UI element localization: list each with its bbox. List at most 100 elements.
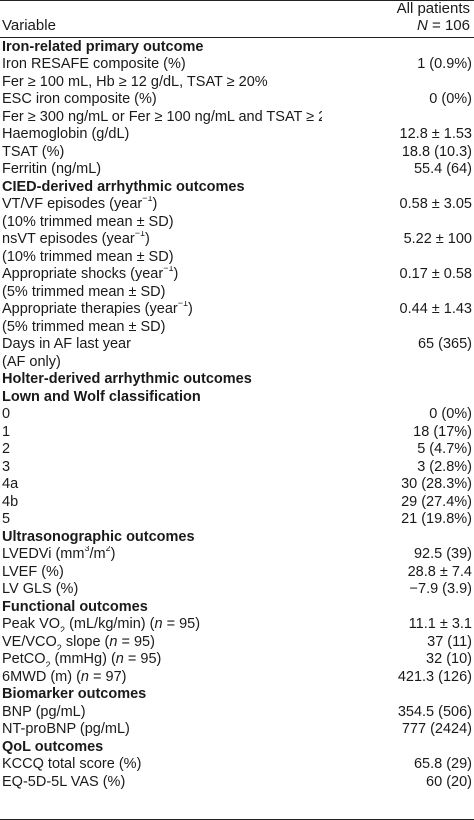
row-value: 37 (11) <box>427 633 472 650</box>
label-text: nsVT episodes (year <box>2 231 135 248</box>
section-heading-row: Biomarker outcomes <box>0 686 474 704</box>
row-label: nsVT episodes (year−1) <box>0 231 322 247</box>
table-row: EQ-5D-5L VAS (%) 60 (20) <box>0 773 474 791</box>
row-label: LV GLS (%) <box>0 581 322 597</box>
label-text: Biomarker outcomes <box>2 686 147 703</box>
table-row: (5% trimmed mean ± SD) <box>0 283 474 301</box>
table-row: VE/VCO2 slope (n = 95) 37 (11) <box>0 633 474 651</box>
label-text: Fer ≥ 300 ng/mL or Fer ≥ 100 ng/mL and T… <box>2 108 322 125</box>
row-label: 4b <box>0 494 322 510</box>
table-row: KCCQ total score (%) 65.8 (29) <box>0 756 474 774</box>
label-text-mid: /m <box>89 546 106 563</box>
label-italic: n <box>154 616 163 633</box>
section-heading-row: Lown and Wolf classification <box>0 388 474 406</box>
label-text-tail: = 95) <box>123 651 162 668</box>
row-value: 5 (4.7%) <box>417 441 472 458</box>
row-value: 0.58 ± 3.05 <box>399 196 472 213</box>
table-row: (5% trimmed mean ± SD) <box>0 318 474 336</box>
row-label: CIED-derived arrhythmic outcomes <box>0 179 322 195</box>
label-text-tail: = 95) <box>117 633 155 650</box>
n-prefix: N <box>417 17 428 34</box>
row-label: Appropriate shocks (year−1) <box>0 266 322 282</box>
row-label: Appropriate therapies (year−1) <box>0 301 322 317</box>
label-subscript: 2 <box>60 625 66 633</box>
row-label: QoL outcomes <box>0 739 322 755</box>
table-row: 4a 30 (28.3%) <box>0 476 474 494</box>
row-value: 0.44 ± 1.43 <box>399 301 472 318</box>
table-row: Appropriate therapies (year−1) 0.44 ± 1.4… <box>0 301 474 319</box>
table-row: 1 18 (17%) <box>0 423 474 441</box>
label-text: Ultrasonographic outcomes <box>2 528 195 545</box>
row-value: 60 (20) <box>426 773 472 790</box>
label-text: Peak VO <box>2 616 61 633</box>
row-label: Holter-derived arrhythmic outcomes <box>0 371 322 387</box>
table-row: BNP (pg/mL) 354.5 (506) <box>0 703 474 721</box>
label-text: (AF only) <box>2 353 61 370</box>
table-row: (10% trimmed mean ± SD) <box>0 248 474 266</box>
row-label: VE/VCO2 slope (n = 95) <box>0 634 322 650</box>
label-text-tail: ) <box>110 546 116 563</box>
label-text: QoL outcomes <box>2 738 104 755</box>
label-text: LVEDVi (mm <box>2 546 85 563</box>
label-text: Holter-derived arrhythmic outcomes <box>2 371 252 388</box>
table-row: 4b 29 (27.4%) <box>0 493 474 511</box>
group-label: All patients <box>396 0 470 17</box>
table-row: Appropriate shocks (year−1) 0.17 ± 0.58 <box>0 266 474 284</box>
section-heading-row: Ultrasonographic outcomes <box>0 528 474 546</box>
table-row: 2 5 (4.7%) <box>0 441 474 459</box>
row-value: 18.8 (10.3) <box>401 143 472 160</box>
row-label: 0 <box>0 406 322 422</box>
label-subscript: 2 <box>56 642 62 650</box>
label-superscript: −1 <box>134 231 145 239</box>
row-label: Days in AF last year <box>0 336 322 352</box>
table-row: TSAT (%) 18.8 (10.3) <box>0 143 474 161</box>
n-value: = 106 <box>427 17 470 34</box>
row-value: 29 (27.4%) <box>401 493 472 510</box>
label-text-tail: ) <box>187 301 193 318</box>
row-label: (10% trimmed mean ± SD) <box>0 249 322 265</box>
row-value: 28.8 ± 7.4 <box>407 563 472 580</box>
label-text: (5% trimmed mean ± SD) <box>2 283 166 300</box>
label-text: EQ-5D-5L VAS (%) <box>2 773 126 790</box>
row-label: Ferritin (ng/mL) <box>0 161 322 177</box>
row-value: 21 (19.8%) <box>401 511 472 528</box>
row-label: 1 <box>0 424 322 440</box>
row-value: −7.9 (3.9) <box>409 581 472 598</box>
row-label: LVEF (%) <box>0 564 322 580</box>
label-text: 6MWD (m) ( <box>2 668 81 685</box>
label-text: (5% trimmed mean ± SD) <box>2 318 166 335</box>
row-value: 1 (0.9%) <box>417 56 472 73</box>
row-label: PetCO2 (mmHg) (n = 95) <box>0 651 322 667</box>
label-text: Appropriate therapies (year <box>2 301 178 318</box>
row-label: Ultrasonographic outcomes <box>0 529 322 545</box>
label-text: LV GLS (%) <box>2 581 79 598</box>
label-text: Ferritin (ng/mL) <box>2 161 102 178</box>
label-text: Haemoglobin (g/dL) <box>2 126 130 143</box>
row-value: 0 (0%) <box>429 91 472 108</box>
row-label: Haemoglobin (g/dL) <box>0 126 322 142</box>
row-label: TSAT (%) <box>0 144 322 160</box>
row-label: LVEDVi (mm3/m2) <box>0 546 322 562</box>
label-text-mid: (mL/kg/min) ( <box>65 616 155 633</box>
row-label: ESC iron composite (%) <box>0 91 322 107</box>
label-superscript: 3 <box>84 546 90 554</box>
label-text: Fer ≥ 100 mL, Hb ≥ 12 g/dL, TSAT ≥ 20% <box>2 73 268 90</box>
row-label: BNP (pg/mL) <box>0 704 322 720</box>
row-label: EQ-5D-5L VAS (%) <box>0 774 322 790</box>
table-row: Fer ≥ 300 ng/mL or Fer ≥ 100 ng/mL and T… <box>0 108 474 126</box>
table-body: Iron-related primary outcome Iron RESAFE … <box>0 38 474 791</box>
label-text-tail: = 97) <box>89 668 127 685</box>
table-row: 5 21 (19.8%) <box>0 511 474 529</box>
label-italic: n <box>80 668 89 685</box>
table-row: Peak VO2 (mL/kg/min) (n = 95) 11.1 ± 3.1 <box>0 616 474 634</box>
label-text: Iron-related primary outcome <box>2 38 204 55</box>
section-heading-row: Functional outcomes <box>0 598 474 616</box>
row-value: 777 (2424) <box>401 721 472 738</box>
row-value: 32 (10) <box>426 651 472 668</box>
table-row: nsVT episodes (year−1) 5.22 ± 100 <box>0 231 474 249</box>
all-patients-column-header: All patients N = 106 <box>340 0 474 37</box>
table-row: VT/VF episodes (year−1) 0.58 ± 3.05 <box>0 196 474 214</box>
row-label: (5% trimmed mean ± SD) <box>0 284 322 300</box>
row-value: 30 (28.3%) <box>401 476 472 493</box>
